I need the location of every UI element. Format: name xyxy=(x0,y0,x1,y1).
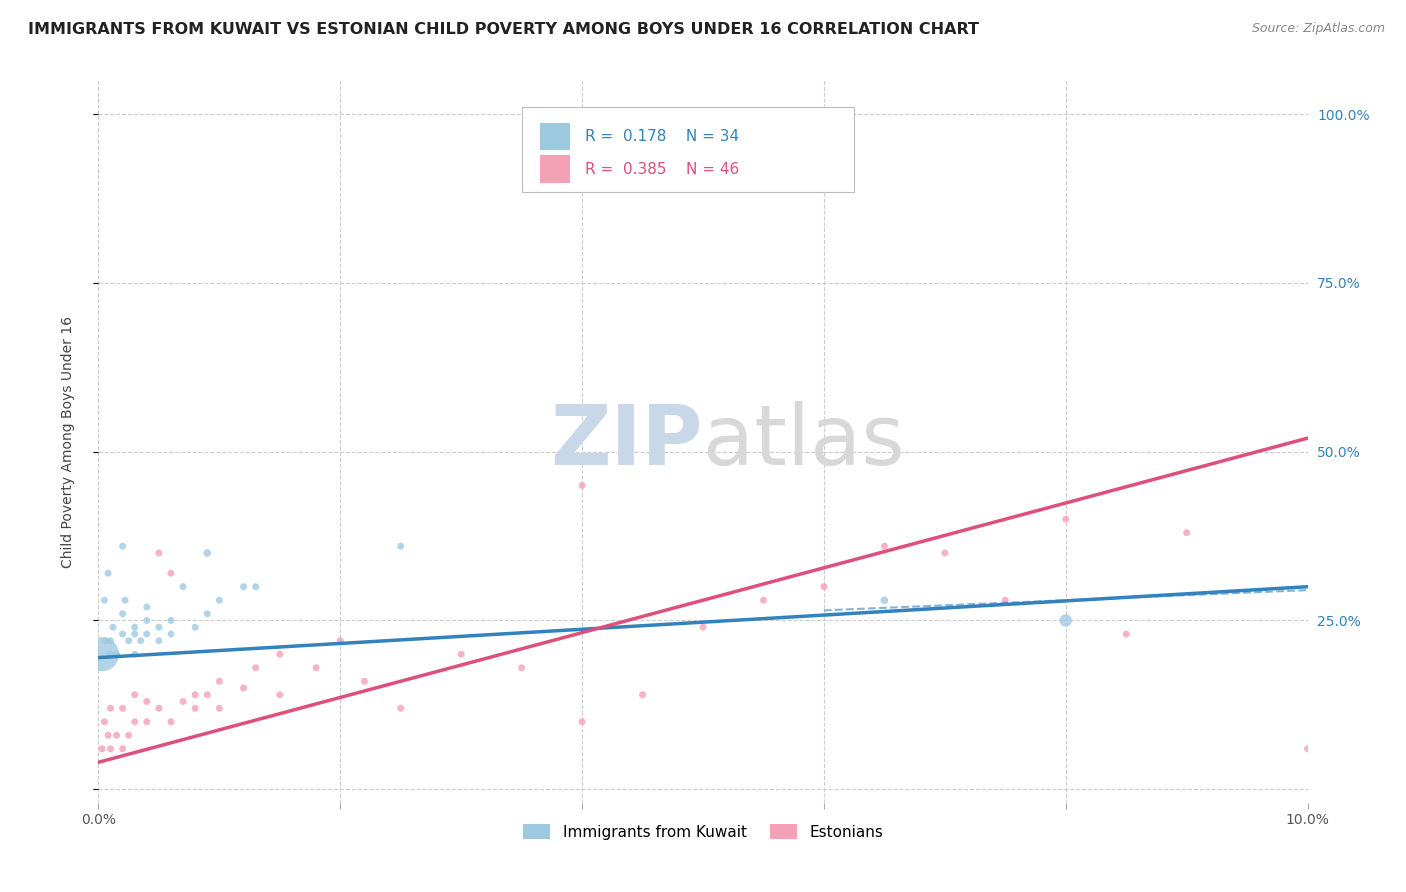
Point xyxy=(124,714,146,729)
Point xyxy=(510,661,533,675)
Point xyxy=(97,728,120,742)
Point xyxy=(1054,512,1077,526)
Point xyxy=(148,701,170,715)
Point xyxy=(245,580,267,594)
Point xyxy=(571,714,593,729)
Point xyxy=(135,599,157,614)
Point xyxy=(184,688,207,702)
Point xyxy=(172,694,194,708)
Point xyxy=(1175,525,1198,540)
Legend: Immigrants from Kuwait, Estonians: Immigrants from Kuwait, Estonians xyxy=(517,818,889,846)
Point xyxy=(100,633,122,648)
Point xyxy=(1296,741,1319,756)
Text: IMMIGRANTS FROM KUWAIT VS ESTONIAN CHILD POVERTY AMONG BOYS UNDER 16 CORRELATION: IMMIGRANTS FROM KUWAIT VS ESTONIAN CHILD… xyxy=(28,22,979,37)
Point xyxy=(353,674,375,689)
Point xyxy=(118,728,141,742)
Point xyxy=(208,593,231,607)
Point xyxy=(135,614,157,628)
Point xyxy=(148,546,170,560)
Point xyxy=(232,681,254,695)
Point xyxy=(160,566,183,581)
Point xyxy=(135,627,157,641)
Point xyxy=(91,647,114,661)
Point xyxy=(232,580,254,594)
Point xyxy=(692,620,714,634)
Point xyxy=(329,633,352,648)
Point xyxy=(813,580,835,594)
Point xyxy=(269,647,291,661)
Point xyxy=(160,714,183,729)
Point xyxy=(148,633,170,648)
Point xyxy=(450,647,472,661)
Point xyxy=(97,566,120,581)
Text: R =  0.385    N = 46: R = 0.385 N = 46 xyxy=(585,161,738,177)
Point xyxy=(389,539,412,553)
Point xyxy=(184,620,207,634)
Point xyxy=(124,627,146,641)
Point xyxy=(91,741,114,756)
Point xyxy=(752,593,775,607)
Point xyxy=(208,674,231,689)
Y-axis label: Child Poverty Among Boys Under 16: Child Poverty Among Boys Under 16 xyxy=(60,316,75,567)
Point xyxy=(195,546,218,560)
Point xyxy=(118,633,141,648)
Point xyxy=(571,478,593,492)
Point xyxy=(208,701,231,715)
Point xyxy=(105,647,128,661)
Point xyxy=(305,661,328,675)
Point xyxy=(100,701,122,715)
Text: atlas: atlas xyxy=(703,401,904,482)
Point xyxy=(124,647,146,661)
Point xyxy=(94,633,117,648)
FancyBboxPatch shape xyxy=(522,107,855,193)
Point xyxy=(124,688,146,702)
Point xyxy=(1115,627,1137,641)
Point xyxy=(135,714,157,729)
Point xyxy=(389,701,412,715)
Point xyxy=(124,620,146,634)
Point xyxy=(93,593,115,607)
Point xyxy=(129,633,152,648)
Text: Source: ZipAtlas.com: Source: ZipAtlas.com xyxy=(1251,22,1385,36)
Point xyxy=(111,539,134,553)
Point xyxy=(873,539,896,553)
Point xyxy=(160,614,183,628)
Text: R =  0.178    N = 34: R = 0.178 N = 34 xyxy=(585,129,738,145)
Point xyxy=(100,741,122,756)
Point xyxy=(114,593,136,607)
Text: ZIP: ZIP xyxy=(551,401,703,482)
Point xyxy=(148,620,170,634)
Point xyxy=(631,688,654,702)
Point xyxy=(160,627,183,641)
Point xyxy=(105,728,128,742)
Point xyxy=(184,701,207,715)
Point xyxy=(100,647,122,661)
Point xyxy=(873,593,896,607)
Point xyxy=(101,620,124,634)
Point xyxy=(195,688,218,702)
Point xyxy=(111,627,134,641)
Point xyxy=(195,607,218,621)
Point xyxy=(245,661,267,675)
Point xyxy=(934,546,956,560)
Point xyxy=(111,607,134,621)
FancyBboxPatch shape xyxy=(540,155,569,183)
Point xyxy=(1054,614,1077,628)
Point xyxy=(93,714,115,729)
FancyBboxPatch shape xyxy=(540,123,569,151)
Point xyxy=(172,580,194,594)
Point xyxy=(135,694,157,708)
Point xyxy=(111,741,134,756)
Point xyxy=(994,593,1017,607)
Point xyxy=(111,701,134,715)
Point xyxy=(269,688,291,702)
